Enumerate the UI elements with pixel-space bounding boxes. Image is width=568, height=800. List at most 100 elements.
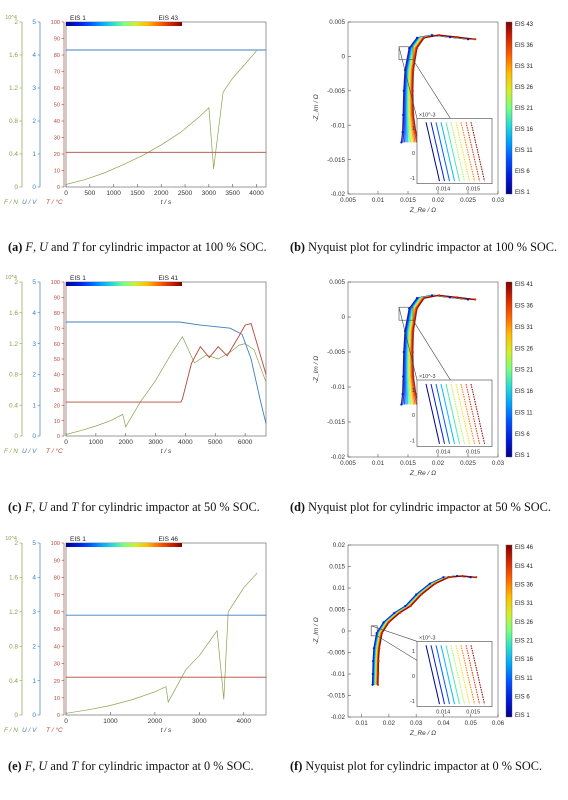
inset-series-line <box>470 645 485 705</box>
colorbar-tick-label: EIS 21 <box>515 106 534 112</box>
colorbar-tick-label: EIS 41 <box>515 564 534 570</box>
y-tick-label: 0 <box>32 184 36 191</box>
y-tick-label: 1.6 <box>9 310 18 317</box>
colorbar-tick-label: EIS 16 <box>515 127 534 133</box>
caption-c: (c) F, U and T for cylindric impactor at… <box>8 498 278 516</box>
y-axis-exponent: 10^4 <box>5 15 17 21</box>
y-tick-label: 0.02 <box>333 542 346 549</box>
inset-series-line <box>445 122 460 182</box>
y-tick-label: 0 <box>341 314 345 321</box>
y-tick-label: 30 <box>54 662 60 668</box>
y-axis-label: F / N <box>4 199 18 206</box>
caption-d: (d) Nyquist plot for cylindric impactor … <box>290 498 560 516</box>
data-point <box>420 593 423 596</box>
y-tick-label: 80 <box>54 311 60 317</box>
inset-series-line <box>445 383 460 444</box>
colorbar-tick-label: EIS 31 <box>515 325 534 331</box>
caption-text: and <box>47 759 72 773</box>
colorbar-tick-label: EIS 26 <box>515 620 534 626</box>
panel-d: 0.005 0.01 0.015 0.02 0.025 0.03 -0.02 -0.015 -0… <box>313 279 534 477</box>
data-point <box>415 297 419 300</box>
colorbar-tick-label: EIS 36 <box>515 583 534 589</box>
y-tick-label: 80 <box>54 576 60 582</box>
y-tick-label: 90 <box>54 296 60 302</box>
colorbar-tick-label: EIS 46 <box>515 545 534 551</box>
y-tick-label: 0 <box>14 712 18 719</box>
y-tick-label: 1.2 <box>9 85 18 92</box>
x-tick-label: 0.05 <box>465 720 478 727</box>
data-point <box>377 660 380 663</box>
data-point <box>456 296 459 299</box>
x-tick-label: 0 <box>64 718 68 725</box>
y-tick-label: 5 <box>32 19 36 26</box>
colorbar-tick-label: EIS 16 <box>515 389 534 395</box>
x-tick-label: 3000 <box>192 718 207 725</box>
inset-series-line <box>465 383 480 444</box>
inset-series-line <box>445 645 460 705</box>
caption-text: for cylindric impactor at 100 % SOC. <box>78 240 267 254</box>
data-point <box>401 392 404 396</box>
caption-text: T <box>71 500 79 514</box>
y-tick-label: -0.01 <box>331 122 346 129</box>
inset-series-line <box>430 645 445 705</box>
data-point <box>466 298 470 301</box>
x-tick-label: 0.01 <box>372 197 385 204</box>
x-tick-label: 3500 <box>225 190 240 197</box>
colorbar-tick-label: EIS 6 <box>515 432 530 438</box>
inset-frame <box>416 641 493 707</box>
caption-text: F <box>24 500 33 514</box>
caption-text: F <box>24 759 33 773</box>
x-tick-label: 0.025 <box>460 197 476 204</box>
panel-b: 0.005 0.01 0.015 0.02 0.025 0.03 -0.02 -0.015 -0… <box>313 19 534 214</box>
y-tick-label: 100 <box>51 280 60 286</box>
y-tick-label: 1 <box>32 402 36 409</box>
x-tick-label: 0.025 <box>460 460 476 467</box>
x-tick-label: 2500 <box>178 190 193 197</box>
y-tick-label: 0 <box>14 184 18 191</box>
x-tick-label: 0.005 <box>340 197 356 204</box>
colorbar-tick-label: EIS 41 <box>515 282 534 288</box>
caption-text: and <box>47 240 72 254</box>
y-tick-label: 20 <box>54 403 60 409</box>
data-point <box>414 130 417 134</box>
inset-series-line <box>440 645 455 705</box>
x-tick-label: 1000 <box>89 439 104 446</box>
data-point <box>402 89 405 92</box>
zoom-box <box>398 306 414 321</box>
inset-series-line <box>455 383 470 444</box>
caption-label: (d) <box>290 500 309 514</box>
data-point <box>402 350 405 354</box>
x-tick-label: 0.02 <box>432 197 445 204</box>
y-tick-label: 0 <box>32 712 36 719</box>
eis-colorbar <box>66 543 182 547</box>
data-point <box>414 392 417 396</box>
series-line-f <box>65 50 257 185</box>
data-point <box>430 33 434 37</box>
y-tick-label: -0.015 <box>327 693 345 700</box>
inset-series-line <box>435 645 450 705</box>
data-point <box>474 38 477 41</box>
y-tick-label: 20 <box>54 679 60 685</box>
zoom-box <box>398 46 414 61</box>
inset-series-line <box>450 383 465 444</box>
inset-exponent: ×10^-3 <box>419 112 435 118</box>
inset-series-line <box>460 122 475 182</box>
caption-label: (b) <box>290 240 309 254</box>
data-point <box>408 307 411 310</box>
zoom-connector <box>398 307 418 381</box>
inset-series-line <box>460 645 475 705</box>
y-tick-label: 0.8 <box>9 118 18 125</box>
x-tick-label: 0.02 <box>432 460 445 467</box>
inset-series-line <box>470 122 485 182</box>
y-tick-label: 60 <box>54 610 60 616</box>
data-point <box>428 582 431 585</box>
colorbar-tick-label: EIS 26 <box>515 346 534 352</box>
y-tick-label: 2 <box>32 372 36 379</box>
y-axis-label: -Z_Im / Ω <box>313 356 320 383</box>
eis-colorbar <box>505 21 513 195</box>
x-tick-label: 0.005 <box>340 460 356 467</box>
y-tick-label: 0.4 <box>9 402 18 409</box>
inset-x-tick-label: 0.015 <box>466 450 480 456</box>
inset-series-line <box>425 122 440 182</box>
data-point <box>415 47 419 50</box>
